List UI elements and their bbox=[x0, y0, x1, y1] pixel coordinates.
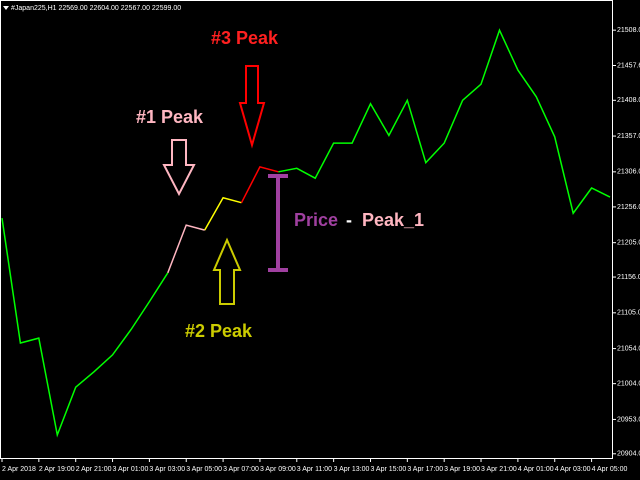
peak1-arrow bbox=[162, 139, 196, 197]
header: #Japan225,H1 22569.00 22604.00 22567.00 … bbox=[11, 5, 181, 12]
y-tick-label: 21357.00 bbox=[617, 133, 640, 140]
measure-dash: - bbox=[346, 210, 352, 230]
y-tick-label: 21105.00 bbox=[617, 310, 640, 317]
y-tick-label: 21156.00 bbox=[617, 274, 640, 281]
peak1-label: #1 Peak bbox=[136, 107, 204, 127]
y-tick-label: 20904.00 bbox=[617, 451, 640, 458]
price-line bbox=[204, 196, 242, 231]
x-tick-label: 3 Apr 17:00 bbox=[407, 466, 443, 473]
x-tick-label: 3 Apr 19:00 bbox=[444, 466, 480, 473]
y-tick-label: 21457.60 bbox=[617, 62, 640, 69]
x-tick-label: 2 Apr 21:00 bbox=[76, 466, 112, 473]
y-tick-label: 21508.00 bbox=[617, 27, 640, 34]
x-tick-label: 4 Apr 05:00 bbox=[592, 466, 628, 473]
y-tick-label: 21205.00 bbox=[617, 240, 640, 247]
x-tick-label: 3 Apr 05:00 bbox=[186, 466, 222, 473]
x-tick-label: 3 Apr 03:00 bbox=[149, 466, 185, 473]
x-tick-label: 4 Apr 01:00 bbox=[518, 466, 554, 473]
x-tick-label: 3 Apr 07:00 bbox=[223, 466, 259, 473]
y-tick-label: 21054.00 bbox=[617, 345, 640, 352]
y-tick-label: 21306.00 bbox=[617, 169, 640, 176]
price-line bbox=[167, 224, 205, 274]
y-tick-label: 20953.00 bbox=[617, 416, 640, 423]
x-tick-label: 3 Apr 13:00 bbox=[334, 466, 370, 473]
measure-peak: Peak_1 bbox=[362, 210, 424, 230]
price-line bbox=[1, 217, 169, 438]
peak2-arrow bbox=[212, 237, 242, 305]
peak2-label: #2 Peak bbox=[185, 321, 253, 341]
price-line bbox=[240, 166, 279, 204]
header-icon bbox=[3, 6, 9, 10]
x-tick-label: 4 Apr 03:00 bbox=[555, 466, 591, 473]
x-tick-label: 3 Apr 21:00 bbox=[481, 466, 517, 473]
peak3-arrow bbox=[238, 65, 266, 149]
x-tick-label: 3 Apr 09:00 bbox=[260, 466, 296, 473]
measure-price: Price bbox=[294, 210, 338, 230]
x-tick-label: 3 Apr 11:00 bbox=[297, 466, 332, 473]
price-line bbox=[278, 28, 611, 215]
y-tick-label: 21256.00 bbox=[617, 204, 640, 211]
peak3-label: #3 Peak bbox=[211, 28, 279, 48]
x-tick-label: 2 Apr 19:00 bbox=[39, 466, 75, 473]
x-tick-label: 3 Apr 01:00 bbox=[113, 466, 149, 473]
measure-bar bbox=[268, 174, 288, 272]
x-tick-label: 3 Apr 15:00 bbox=[370, 466, 406, 473]
y-tick-label: 21004.00 bbox=[617, 380, 640, 387]
x-tick-label: 2 Apr 2018 bbox=[2, 466, 36, 473]
y-tick-label: 21408.00 bbox=[617, 97, 640, 104]
plot-frame bbox=[0, 0, 613, 459]
